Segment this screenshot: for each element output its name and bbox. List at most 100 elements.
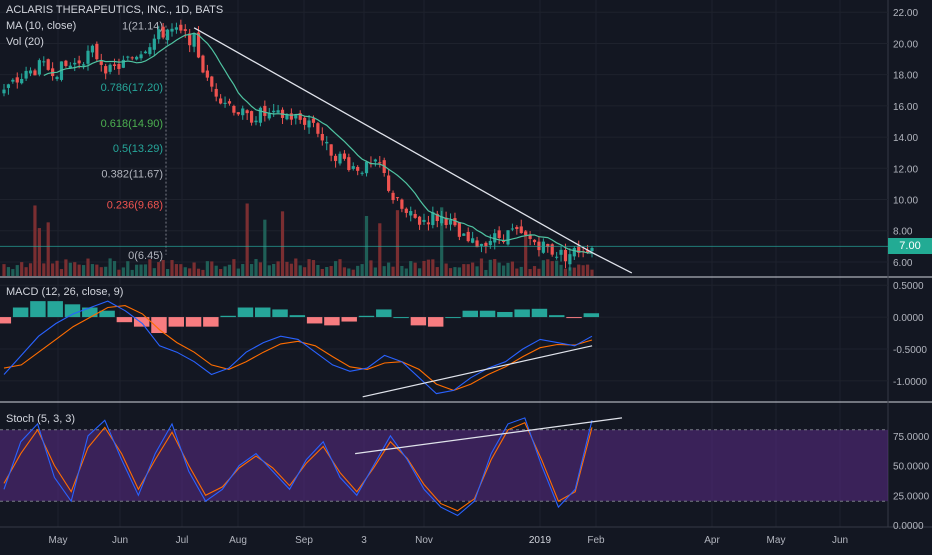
volume-bar (550, 261, 554, 276)
x-tick-label: Sep (295, 535, 313, 546)
candle-body (64, 60, 68, 66)
candle-body (347, 157, 351, 170)
candle-body (236, 112, 240, 115)
candle-body (409, 211, 413, 216)
volume-bar (285, 261, 289, 276)
candle-body (395, 197, 400, 199)
volume-bar (157, 262, 161, 276)
volume-bar (241, 264, 245, 276)
candle-body (506, 230, 510, 245)
stoch-legend[interactable]: Stoch (5, 3, 3) (6, 411, 75, 427)
fib-level-label: 0.236(9.68) (107, 200, 163, 212)
volume-bar (577, 264, 581, 276)
x-tick-label: Jun (112, 535, 128, 546)
volume-bar (479, 258, 484, 276)
candle-body (373, 159, 377, 162)
volume-bar (37, 228, 41, 276)
candle-body (42, 61, 46, 63)
candle-body (170, 28, 174, 32)
candle-body (422, 219, 426, 222)
volume-bar (356, 265, 360, 276)
volume-bar (126, 261, 130, 276)
candle-body (453, 218, 457, 226)
volume-bar (210, 261, 214, 276)
volume-legend[interactable]: Vol (20) (6, 36, 44, 48)
volume-bar (179, 264, 183, 276)
candle-body (33, 70, 37, 76)
volume-bar (148, 259, 152, 276)
candle-body (11, 79, 15, 82)
price-trendline (193, 27, 633, 274)
candle-body (404, 208, 408, 213)
symbol-title[interactable]: ACLARIS THERAPEUTICS, INC., 1D, BATS (6, 4, 224, 16)
volume-bar (325, 266, 329, 276)
candle-body (528, 234, 532, 239)
candle-body (555, 256, 559, 258)
volume-bar (112, 261, 117, 276)
candle-body (289, 113, 293, 120)
candle-body (135, 56, 139, 60)
volume-bar (431, 259, 435, 276)
candle-body (462, 233, 466, 236)
volume-bar (501, 265, 506, 276)
x-tick-label: Jun (832, 535, 848, 546)
macd-histogram-bar (514, 309, 530, 318)
macd-histogram-bar (185, 317, 202, 327)
macd-legend[interactable]: MACD (12, 26, close, 9) (6, 284, 123, 300)
candle-body (157, 29, 161, 40)
x-tick-label: Nov (415, 535, 433, 546)
volume-bar (174, 264, 179, 276)
volume-bar (245, 203, 249, 276)
macd-histogram-bar (289, 315, 306, 318)
volume-bar (249, 264, 254, 276)
candle-body (444, 217, 448, 226)
volume-bar (214, 265, 218, 276)
x-tick-label: Aug (229, 535, 247, 546)
macd-histogram-bar (168, 317, 184, 327)
macd-histogram-bar (462, 310, 478, 318)
x-tick-label: May (49, 535, 68, 546)
ma-legend[interactable]: MA (10, close) (6, 20, 77, 32)
stoch-tick-label: 50.0000 (893, 462, 930, 473)
candle-body (417, 216, 422, 225)
candle-body (387, 175, 391, 191)
candle-body (165, 29, 170, 41)
candle-body (307, 120, 311, 128)
volume-bar (351, 269, 355, 276)
volume-bar (453, 267, 457, 276)
volume-bar (417, 268, 422, 276)
volume-bar (143, 264, 148, 276)
volume-bar (59, 269, 64, 276)
candle-body (263, 105, 267, 116)
candle-body (2, 89, 6, 94)
candle-body (245, 110, 249, 114)
volume-bar (532, 266, 537, 276)
price-tick-label: 12.00 (893, 164, 918, 175)
volume-bar (152, 268, 156, 276)
fib-level-label: 0.382(11.67) (101, 168, 163, 180)
candle-body (325, 141, 329, 144)
candle-body (241, 108, 245, 116)
volume-bar (2, 264, 6, 276)
volume-bar (6, 267, 11, 276)
candle-body (55, 76, 59, 80)
volume-bar (563, 268, 568, 276)
volume-bar (422, 260, 426, 276)
volume-bar (46, 222, 50, 276)
volume-bar (104, 266, 108, 276)
candle-body (501, 240, 506, 243)
price-tick-label: 8.00 (893, 227, 913, 238)
macd-tick-label: -1.0000 (893, 377, 927, 388)
volume-bar (448, 268, 453, 276)
candle-body (86, 50, 90, 64)
candle-body (320, 133, 324, 141)
candle-body (475, 240, 479, 248)
candle-body (303, 117, 307, 125)
volume-bar (404, 268, 408, 276)
volume-bar (263, 219, 267, 276)
fib-level-label: 0.786(17.20) (101, 82, 163, 94)
volume-bar (338, 259, 342, 276)
volume-bar (81, 265, 86, 276)
